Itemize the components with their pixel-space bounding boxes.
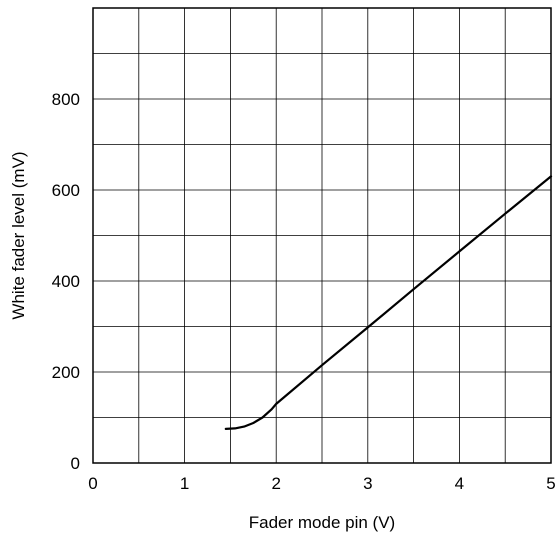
x-axis-label: Fader mode pin (V): [249, 513, 395, 532]
y-tick-labels: 0 200 400 600 800: [52, 90, 80, 473]
x-tick-label: 2: [271, 474, 280, 493]
x-tick-label: 4: [455, 474, 464, 493]
x-tick-label: 0: [88, 474, 97, 493]
y-axis-label: White fader level (mV): [9, 151, 28, 319]
plot-frame: [92, 7, 552, 464]
x-tick-labels: 0 1 2 3 4 5: [88, 474, 555, 493]
y-tick-label: 0: [71, 454, 80, 473]
series-line-0: [224, 175, 553, 430]
x-tick-label: 3: [363, 474, 372, 493]
x-tick-label: 1: [180, 474, 189, 493]
y-tick-label: 200: [52, 363, 80, 382]
y-tick-label: 800: [52, 90, 80, 109]
y-tick-label: 600: [52, 181, 80, 200]
grid: [92, 7, 552, 464]
x-tick-label: 5: [546, 474, 555, 493]
y-tick-label: 400: [52, 272, 80, 291]
series-group: [224, 175, 553, 430]
